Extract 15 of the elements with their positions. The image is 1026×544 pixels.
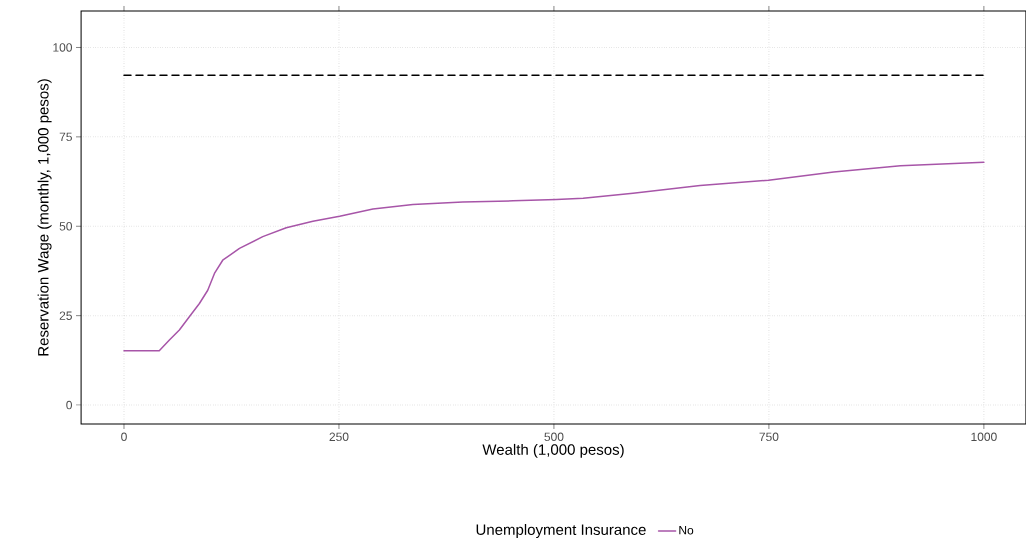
- x-tick-label: 250: [329, 432, 349, 442]
- y-tick-label: 50: [59, 222, 73, 231]
- y-tick-label: 25: [59, 311, 72, 320]
- y-axis-title: Reservation Wage (monthly, 1,000 pesos): [37, 79, 52, 356]
- x-tick-label: 750: [759, 432, 779, 442]
- legend-title: Unemployment Insurance: [476, 523, 646, 538]
- y-tick-label: 0: [66, 400, 73, 410]
- y-tick-label: 75: [59, 132, 72, 142]
- line-series: [123, 161, 985, 352]
- y-tick-label: 100: [53, 43, 72, 52]
- x-tick-label: 1000: [971, 432, 997, 442]
- legend-label: No: [679, 526, 694, 535]
- x-tick-label: 500: [544, 432, 564, 442]
- x-tick-label: 0: [121, 432, 127, 442]
- x-axis-title: Wealth (1,000 pesos): [482, 443, 624, 458]
